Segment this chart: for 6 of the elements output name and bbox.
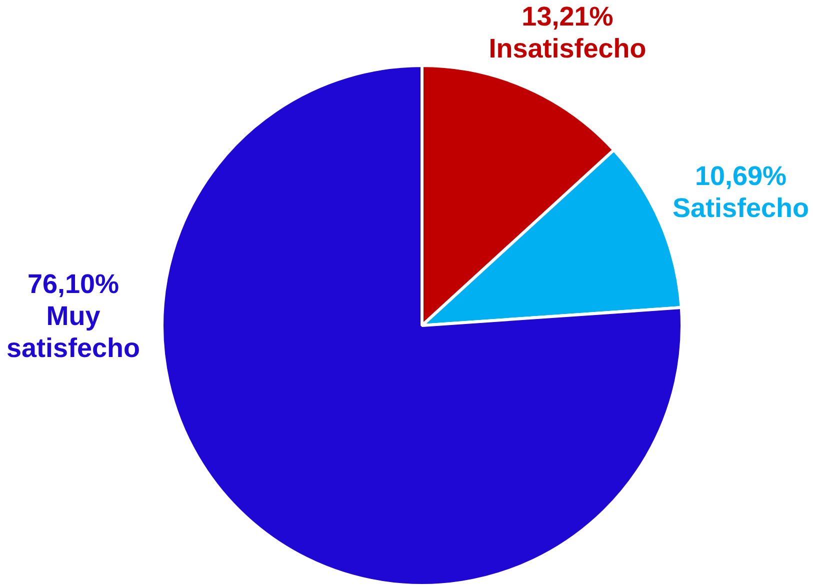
slice-label: Insatisfecho	[488, 33, 646, 64]
data-label: 13,21%	[522, 1, 614, 32]
data-label: 76,10%	[27, 268, 120, 299]
slice-label: Muy satisfecho	[6, 300, 140, 363]
data-label: 10,69%	[694, 161, 787, 192]
slice-label: Satisfecho	[672, 193, 809, 224]
